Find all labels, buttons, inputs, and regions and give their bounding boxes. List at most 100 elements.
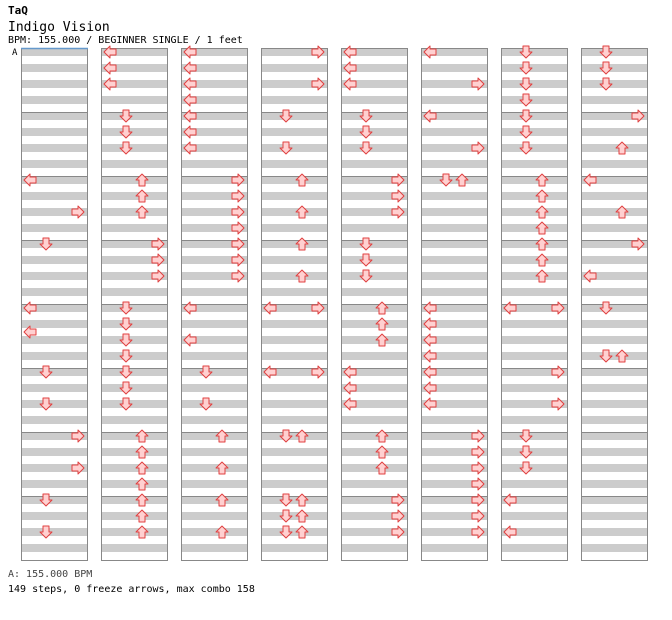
beat-stripe	[421, 432, 488, 440]
beat-stripe	[181, 208, 248, 216]
arrow-left-icon	[183, 77, 197, 91]
arrow-right-icon	[231, 269, 245, 283]
beat-stripe	[581, 336, 648, 344]
arrow-up-icon	[215, 525, 229, 539]
beat-stripe	[341, 112, 408, 120]
arrow-left-icon	[183, 93, 197, 107]
arrow-right-icon	[151, 237, 165, 251]
beat-stripe	[581, 96, 648, 104]
beat-stripe	[181, 416, 248, 424]
beat-stripe	[261, 304, 328, 312]
arrow-left-icon	[183, 301, 197, 315]
beat-stripe	[21, 48, 88, 56]
arrow-down-icon	[519, 77, 533, 91]
beat-stripe	[341, 352, 408, 360]
beat-stripe	[501, 320, 568, 328]
beat-stripe	[581, 64, 648, 72]
beat-stripe	[21, 336, 88, 344]
beat-stripe	[501, 464, 568, 472]
arrow-left-icon	[423, 397, 437, 411]
arrow-left-icon	[423, 301, 437, 315]
arrow-left-icon	[343, 397, 357, 411]
beat-stripe	[421, 48, 488, 56]
beat-stripe	[181, 272, 248, 280]
beat-stripe	[501, 384, 568, 392]
arrow-down-icon	[439, 173, 453, 187]
beat-stripe	[501, 256, 568, 264]
beat-stripe	[421, 352, 488, 360]
arrow-up-icon	[135, 509, 149, 523]
beat-stripe	[261, 512, 328, 520]
beat-stripe	[21, 416, 88, 424]
arrow-up-icon	[455, 173, 469, 187]
beat-stripe	[261, 288, 328, 296]
beat-stripe	[261, 144, 328, 152]
beat-stripe	[421, 176, 488, 184]
arrow-down-icon	[599, 77, 613, 91]
beat-stripe	[341, 256, 408, 264]
beat-stripe	[581, 480, 648, 488]
beat-stripe	[181, 304, 248, 312]
beat-stripe	[341, 176, 408, 184]
arrow-left-icon	[423, 317, 437, 331]
arrow-right-icon	[151, 269, 165, 283]
arrow-right-icon	[231, 221, 245, 235]
beat-stripe	[21, 256, 88, 264]
arrow-left-icon	[503, 493, 517, 507]
beat-stripe	[341, 528, 408, 536]
beat-stripe	[21, 384, 88, 392]
beat-stripe	[341, 432, 408, 440]
beat-stripe	[341, 128, 408, 136]
arrow-down-icon	[119, 333, 133, 347]
beat-stripe	[181, 224, 248, 232]
beat-stripe	[341, 80, 408, 88]
beat-stripe	[21, 144, 88, 152]
beat-stripe	[421, 128, 488, 136]
arrow-down-icon	[599, 61, 613, 75]
bpm-summary: A: 155.000 BPM	[8, 569, 93, 580]
beat-stripe	[421, 192, 488, 200]
beat-stripe	[101, 528, 168, 536]
beat-stripe	[101, 112, 168, 120]
beat-stripe	[181, 352, 248, 360]
beat-stripe	[261, 352, 328, 360]
arrow-up-icon	[535, 221, 549, 235]
beat-stripe	[101, 288, 168, 296]
beat-stripe	[101, 432, 168, 440]
beat-stripe	[581, 320, 648, 328]
arrow-left-icon	[503, 301, 517, 315]
beat-stripe	[501, 176, 568, 184]
beat-stripe	[181, 80, 248, 88]
arrow-up-icon	[615, 205, 629, 219]
beat-stripe	[501, 48, 568, 56]
arrow-left-icon	[503, 525, 517, 539]
arrow-down-icon	[279, 429, 293, 443]
arrow-left-icon	[583, 269, 597, 283]
beat-stripe	[21, 448, 88, 456]
chart-column	[421, 48, 488, 561]
beat-stripe	[421, 208, 488, 216]
beat-stripe	[581, 528, 648, 536]
beat-stripe	[341, 464, 408, 472]
beat-stripe	[421, 416, 488, 424]
arrow-up-icon	[375, 445, 389, 459]
beat-stripe	[421, 528, 488, 536]
beat-stripe	[581, 128, 648, 136]
beat-stripe	[501, 224, 568, 232]
beat-stripe	[341, 368, 408, 376]
beat-stripe	[21, 544, 88, 552]
beat-stripe	[501, 112, 568, 120]
arrow-left-icon	[343, 77, 357, 91]
beat-stripe	[261, 128, 328, 136]
beat-stripe	[21, 288, 88, 296]
arrow-right-icon	[631, 237, 645, 251]
arrow-left-icon	[183, 61, 197, 75]
arrow-down-icon	[279, 141, 293, 155]
beat-stripe	[101, 480, 168, 488]
beat-stripe	[341, 144, 408, 152]
beat-stripe	[181, 160, 248, 168]
beat-stripe	[101, 176, 168, 184]
beat-stripe	[101, 496, 168, 504]
arrow-up-icon	[135, 493, 149, 507]
arrow-down-icon	[359, 125, 373, 139]
